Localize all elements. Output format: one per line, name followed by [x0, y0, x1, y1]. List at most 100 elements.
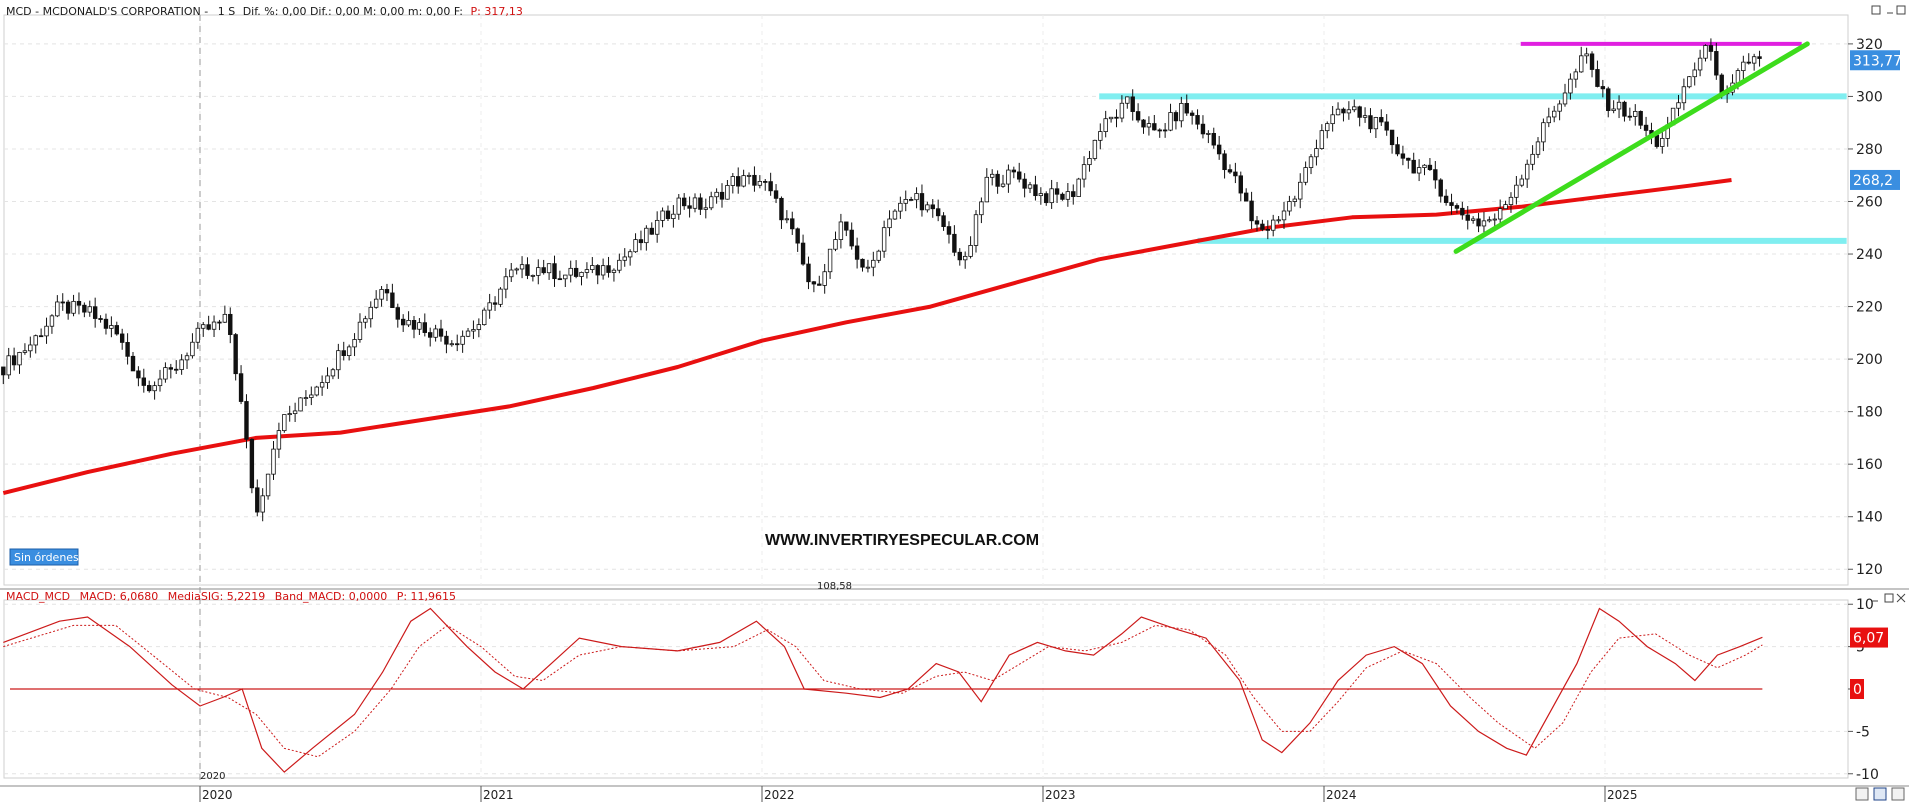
candle — [698, 193, 703, 215]
price-window-controls[interactable] — [1871, 5, 1906, 15]
candle — [260, 488, 265, 522]
candle-body — [1281, 210, 1287, 221]
close-icon[interactable] — [1896, 593, 1906, 603]
candle — [1162, 123, 1168, 138]
candle — [681, 193, 687, 210]
candle — [330, 367, 336, 380]
candle — [1081, 156, 1087, 188]
candle-body — [579, 271, 584, 277]
save-icon[interactable] — [1873, 787, 1887, 801]
candle-body — [536, 267, 541, 276]
maximize-icon[interactable] — [1896, 5, 1906, 15]
candle — [303, 390, 309, 406]
candle — [482, 307, 487, 326]
candle — [141, 368, 146, 393]
candle-body — [887, 218, 892, 229]
candle-body — [784, 218, 790, 221]
candle — [979, 197, 984, 224]
candle-body — [1422, 164, 1427, 168]
candle — [1535, 137, 1541, 159]
candle-body — [217, 321, 222, 324]
candle-body — [752, 174, 757, 186]
maximize-icon[interactable] — [1884, 593, 1894, 603]
candle — [460, 330, 465, 353]
candle — [763, 178, 768, 191]
candle — [1411, 152, 1416, 174]
candle — [1654, 134, 1660, 149]
candle-body — [298, 397, 303, 412]
candle-body — [1595, 69, 1600, 87]
candle — [649, 222, 654, 235]
candle-body — [649, 227, 654, 235]
y-tick-label: 240 — [1856, 247, 1883, 263]
candle — [1492, 213, 1497, 228]
candle-body — [1303, 167, 1308, 183]
candle — [1141, 119, 1146, 134]
candle-body — [384, 289, 390, 294]
candle — [1314, 139, 1319, 166]
candle-body — [1362, 115, 1368, 118]
candle — [1384, 114, 1389, 136]
candle — [471, 320, 476, 339]
candle-body — [1470, 218, 1476, 221]
candle — [1184, 94, 1189, 116]
candle — [417, 318, 422, 336]
restore-icon[interactable] — [1871, 5, 1881, 15]
candle — [995, 170, 1000, 194]
candle-body — [1503, 204, 1508, 210]
candle-body — [941, 215, 946, 227]
candle — [719, 183, 725, 208]
candle-body — [211, 321, 217, 330]
y-tick-label: 280 — [1856, 142, 1883, 158]
candle — [1114, 109, 1119, 128]
candle — [1687, 75, 1692, 89]
candle-body — [168, 367, 174, 370]
candle — [152, 381, 157, 400]
orders-button[interactable]: Sin órdenes — [9, 548, 79, 566]
candle — [741, 169, 746, 188]
candle — [795, 227, 800, 252]
candle-body — [1530, 153, 1535, 165]
candle-body — [898, 202, 903, 212]
candle — [590, 257, 595, 274]
candle-body — [341, 350, 346, 357]
macd-window-controls[interactable] — [1872, 593, 1906, 603]
candle-body — [530, 274, 536, 277]
candle-body — [17, 352, 22, 366]
candle-body — [395, 307, 400, 320]
candle-body — [1573, 71, 1579, 80]
settings-icon[interactable] — [1891, 787, 1905, 801]
candle-body — [568, 267, 573, 276]
candle — [325, 367, 330, 389]
candle-body — [1660, 138, 1665, 147]
candle-body — [1589, 53, 1595, 70]
candle — [487, 293, 492, 319]
candle — [908, 196, 914, 201]
candle — [82, 302, 87, 318]
candle — [363, 315, 368, 329]
candle — [687, 196, 692, 218]
candle — [1195, 109, 1200, 130]
candle-body — [790, 218, 795, 230]
candle — [190, 333, 195, 359]
candle — [1341, 107, 1346, 122]
zero-badge-label: 0 — [1853, 682, 1862, 698]
candle — [1600, 79, 1606, 98]
candle — [1400, 145, 1406, 166]
candle — [1000, 174, 1006, 188]
layout-icon[interactable] — [1855, 787, 1869, 801]
candle — [1627, 107, 1633, 121]
candle-body — [714, 191, 719, 198]
candle — [611, 268, 617, 282]
candle — [438, 319, 444, 342]
candle — [1703, 44, 1708, 62]
candle — [1616, 95, 1622, 119]
candle — [373, 290, 379, 309]
candle-body — [114, 325, 119, 335]
macd-badge-label: 6,07 — [1853, 631, 1884, 647]
candle — [1146, 116, 1152, 136]
candle — [33, 334, 38, 354]
candle — [6, 347, 11, 379]
candle-body — [292, 410, 298, 415]
bottom-toolbar[interactable] — [1855, 787, 1905, 801]
